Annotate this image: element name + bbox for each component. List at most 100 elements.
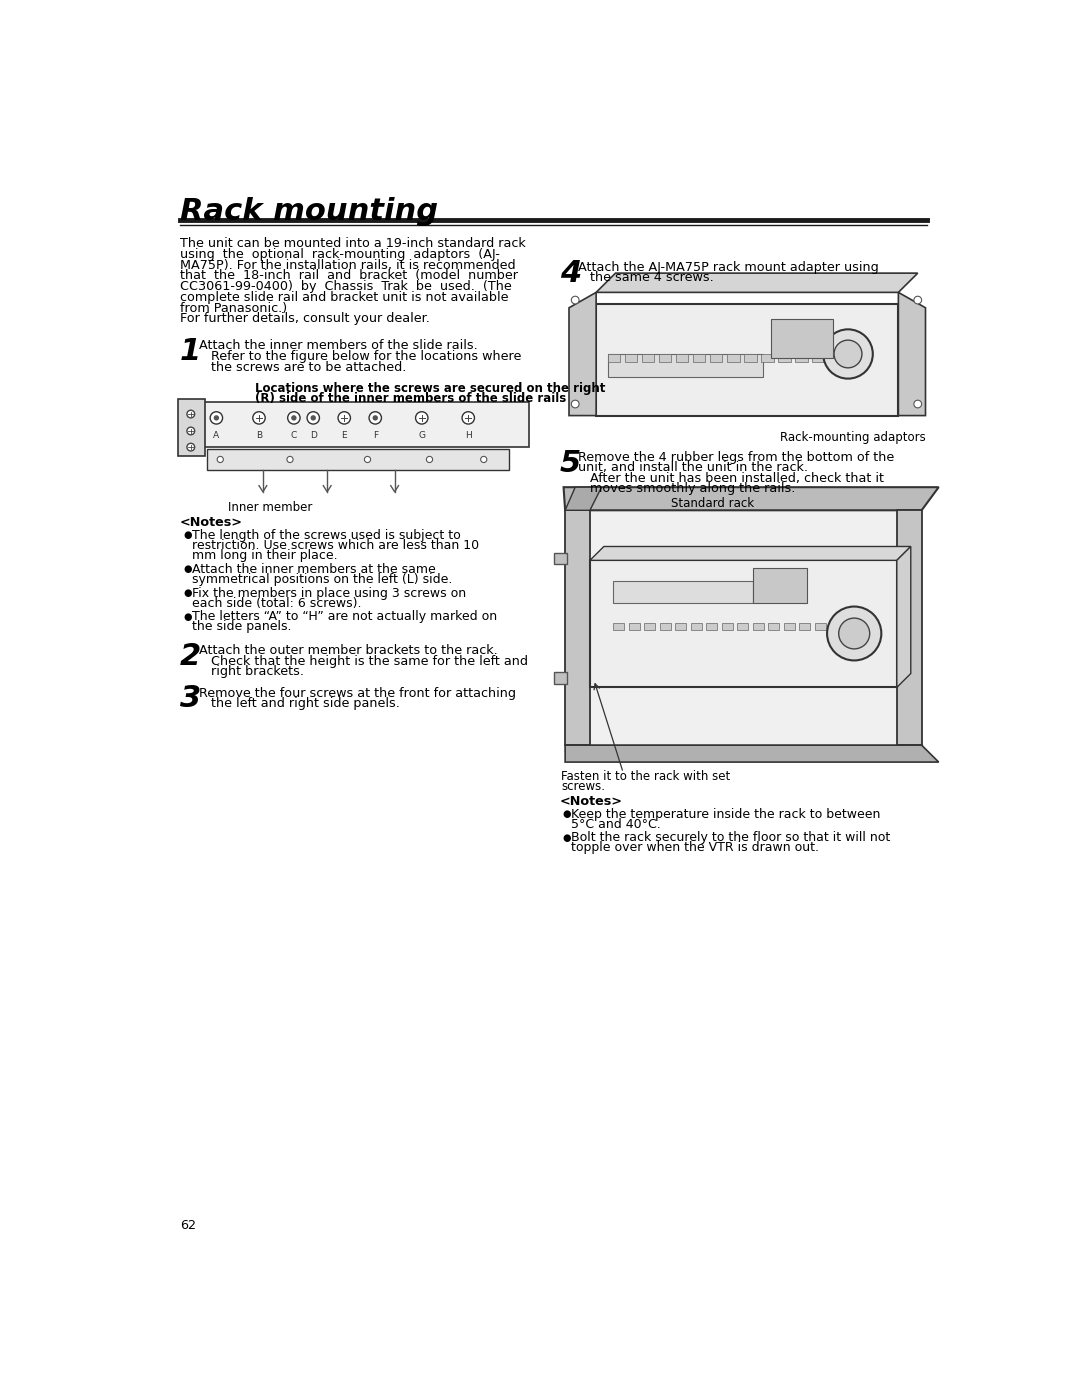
Circle shape bbox=[311, 415, 316, 420]
Circle shape bbox=[834, 339, 862, 367]
Circle shape bbox=[287, 412, 300, 425]
Circle shape bbox=[187, 411, 194, 418]
Polygon shape bbox=[565, 745, 939, 763]
Circle shape bbox=[914, 400, 921, 408]
Text: Remove the four screws at the front for attaching: Remove the four screws at the front for … bbox=[199, 686, 515, 700]
Text: Check that the height is the same for the left and: Check that the height is the same for th… bbox=[199, 655, 527, 668]
Text: Remove the 4 rubber legs from the bottom of the: Remove the 4 rubber legs from the bottom… bbox=[578, 451, 894, 464]
Polygon shape bbox=[590, 546, 910, 560]
Text: 2: 2 bbox=[180, 643, 201, 671]
Polygon shape bbox=[569, 292, 596, 415]
Text: The letters “A” to “H” are not actually marked on: The letters “A” to “H” are not actually … bbox=[191, 610, 497, 623]
Text: H: H bbox=[464, 432, 472, 440]
Text: the same 4 screws.: the same 4 screws. bbox=[578, 271, 714, 284]
Bar bbox=[691, 623, 702, 630]
Circle shape bbox=[287, 457, 293, 462]
Text: Attach the inner members of the slide rails.: Attach the inner members of the slide ra… bbox=[199, 339, 477, 352]
Polygon shape bbox=[899, 292, 926, 415]
Circle shape bbox=[211, 412, 222, 425]
Bar bbox=[768, 623, 779, 630]
Bar bbox=[613, 623, 624, 630]
Text: symmetrical positions on the left (L) side.: symmetrical positions on the left (L) si… bbox=[191, 573, 451, 585]
Text: After the unit has been installed, check that it: After the unit has been installed, check… bbox=[578, 472, 885, 485]
Text: 4: 4 bbox=[559, 258, 581, 288]
Text: Rack mounting: Rack mounting bbox=[180, 197, 438, 226]
Text: unit, and install the unit in the rack.: unit, and install the unit in the rack. bbox=[578, 461, 808, 475]
Bar bbox=[675, 623, 686, 630]
Text: 5: 5 bbox=[559, 448, 581, 478]
Bar bbox=[188, 402, 529, 447]
Bar bbox=[644, 623, 656, 630]
Text: The unit can be mounted into a 19-inch standard rack: The unit can be mounted into a 19-inch s… bbox=[180, 237, 526, 250]
Bar bbox=[608, 353, 762, 377]
Text: each side (total: 6 screws).: each side (total: 6 screws). bbox=[191, 597, 361, 609]
Circle shape bbox=[914, 296, 921, 305]
Bar bbox=[660, 623, 671, 630]
Circle shape bbox=[187, 443, 194, 451]
Circle shape bbox=[823, 330, 873, 379]
Bar bbox=[659, 353, 672, 362]
Text: right brackets.: right brackets. bbox=[199, 665, 303, 678]
Circle shape bbox=[571, 296, 579, 305]
Text: Locations where the screws are secured on the right: Locations where the screws are secured o… bbox=[255, 381, 606, 395]
Bar bbox=[613, 581, 753, 602]
Circle shape bbox=[217, 457, 224, 462]
Circle shape bbox=[253, 412, 266, 425]
Text: ●: ● bbox=[563, 809, 571, 819]
Text: restriction. Use screws which are less than 10: restriction. Use screws which are less t… bbox=[191, 539, 478, 552]
Text: CC3061-99-0400)  by  Chassis  Trak  be  used.  (The: CC3061-99-0400) by Chassis Trak be used.… bbox=[180, 279, 512, 293]
Bar bbox=[554, 553, 567, 564]
Bar bbox=[721, 623, 732, 630]
Circle shape bbox=[481, 457, 487, 462]
Circle shape bbox=[292, 415, 297, 420]
Text: Fasten it to the rack with set: Fasten it to the rack with set bbox=[562, 770, 730, 782]
Text: Rack-mounting adaptors: Rack-mounting adaptors bbox=[780, 432, 926, 444]
Circle shape bbox=[307, 412, 320, 425]
Text: E: E bbox=[341, 432, 347, 440]
Text: F: F bbox=[373, 432, 378, 440]
Circle shape bbox=[462, 412, 474, 425]
Text: <Notes>: <Notes> bbox=[180, 517, 243, 529]
Text: D: D bbox=[310, 432, 316, 440]
Bar bbox=[727, 353, 740, 362]
Bar bbox=[596, 305, 899, 415]
Text: Fix the members in place using 3 screws on: Fix the members in place using 3 screws … bbox=[191, 587, 465, 599]
Bar bbox=[565, 510, 921, 745]
Circle shape bbox=[364, 457, 370, 462]
Polygon shape bbox=[896, 546, 910, 687]
Bar bbox=[554, 672, 567, 683]
Text: the side panels.: the side panels. bbox=[191, 620, 292, 633]
Text: Bolt the rack securely to the floor so that it will not: Bolt the rack securely to the floor so t… bbox=[571, 831, 891, 844]
Circle shape bbox=[839, 617, 869, 648]
Text: Keep the temperature inside the rack to between: Keep the temperature inside the rack to … bbox=[571, 807, 880, 820]
Bar bbox=[795, 353, 808, 362]
Bar bbox=[896, 510, 921, 745]
Text: using  the  optional  rack-mounting  adaptors  (AJ-: using the optional rack-mounting adaptor… bbox=[180, 247, 500, 261]
Circle shape bbox=[214, 415, 219, 420]
Bar bbox=[814, 623, 825, 630]
Bar bbox=[738, 623, 748, 630]
Circle shape bbox=[827, 606, 881, 661]
Text: MA75P). For the installation rails, it is recommended: MA75P). For the installation rails, it i… bbox=[180, 258, 515, 271]
Circle shape bbox=[373, 415, 378, 420]
Text: C: C bbox=[291, 432, 297, 440]
Bar bbox=[753, 569, 807, 602]
Text: 3: 3 bbox=[180, 685, 201, 714]
Text: mm long in their place.: mm long in their place. bbox=[191, 549, 337, 562]
Bar bbox=[693, 353, 705, 362]
Bar bbox=[779, 353, 791, 362]
Bar bbox=[706, 623, 717, 630]
Text: Refer to the figure below for the locations where: Refer to the figure below for the locati… bbox=[199, 351, 521, 363]
Text: from Panasonic.): from Panasonic.) bbox=[180, 302, 287, 314]
Bar bbox=[799, 623, 810, 630]
Text: topple over when the VTR is drawn out.: topple over when the VTR is drawn out. bbox=[571, 841, 820, 855]
Text: ●: ● bbox=[183, 588, 191, 598]
Text: the screws are to be attached.: the screws are to be attached. bbox=[199, 360, 406, 374]
Text: Attach the AJ-MA75P rack mount adapter using: Attach the AJ-MA75P rack mount adapter u… bbox=[578, 261, 879, 274]
Text: B: B bbox=[256, 432, 262, 440]
Text: Attach the inner members at the same: Attach the inner members at the same bbox=[191, 563, 435, 576]
Bar bbox=[710, 353, 723, 362]
Text: 5°C and 40°C.: 5°C and 40°C. bbox=[571, 817, 661, 831]
Circle shape bbox=[416, 412, 428, 425]
Text: <Notes>: <Notes> bbox=[559, 795, 623, 809]
